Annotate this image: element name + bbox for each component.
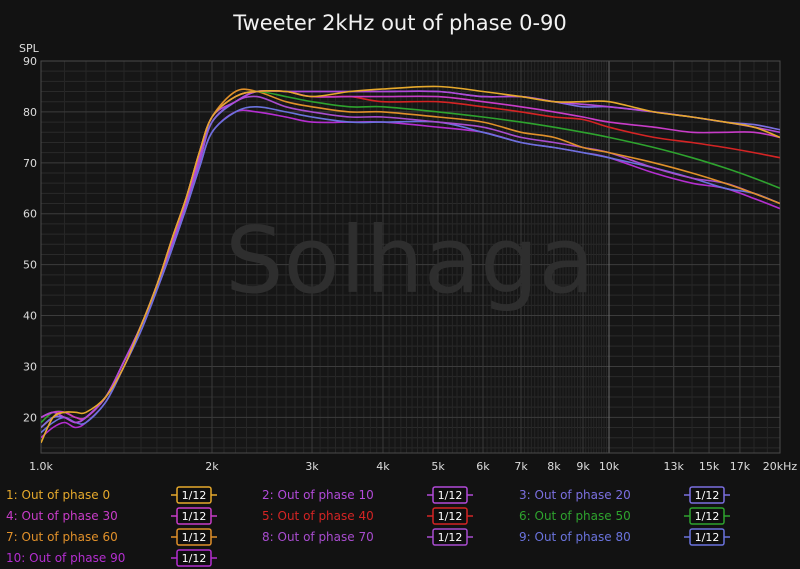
smoothing-label: 1/12 [182,489,207,502]
plot-background [41,61,780,453]
legend-item-9: 9: Out of phase 80 1/12 [519,528,730,546]
legend-label: 8: Out of phase 70 [262,530,374,544]
smoothing-label: 1/12 [695,510,720,523]
x-tick-label: 5k [431,460,445,473]
x-tick-label: 10k [599,460,620,473]
legend-label: 2: Out of phase 10 [262,488,374,502]
x-tick-label: 17k [730,460,751,473]
legend-label: 5: Out of phase 40 [262,509,374,523]
smoothing-label: 1/12 [438,531,463,544]
y-tick-label: 60 [23,208,37,221]
smoothing-label: 1/12 [695,531,720,544]
y-axis-label: SPL [19,42,40,55]
x-tick-label: 2k [205,460,219,473]
x-tick-label: 8k [547,460,561,473]
legend-item-7: 7: Out of phase 60 1/12 [6,528,217,546]
y-tick-label: 50 [23,259,37,272]
x-tick-label: 3k [305,460,319,473]
x-tick-label: 15k [699,460,720,473]
smoothing-label: 1/12 [438,510,463,523]
x-tick-label: 6k [476,460,490,473]
legend-item-5: 5: Out of phase 40 1/12 [262,507,473,525]
legend-label: 10: Out of phase 90 [6,551,125,565]
legend-item-8: 8: Out of phase 70 1/12 [262,528,473,546]
series-line-9 [41,106,780,434]
x-tick-label: 9k [576,460,590,473]
smoothing-label: 1/12 [695,489,720,502]
x-tick-label: 7k [514,460,528,473]
x-tick-label: 20kHz [763,460,798,473]
legend-item-1: 1: Out of phase 0 1/12 [6,486,217,504]
y-tick-label: 90 [23,55,37,68]
smoothing-label: 1/12 [182,531,207,544]
minor-horizontal-grid [41,70,780,449]
legend-label: 1: Out of phase 0 [6,488,110,502]
plot-area: Solhaga 20 30 40 50 60 70 80 90 1.0k 2k 3k 4k 5k 6k 7k 8… [23,55,797,473]
legend-label: 7: Out of phase 60 [6,530,118,544]
y-tick-label: 20 [23,411,37,424]
watermark-text: Solhaga [225,207,595,314]
smoothing-label: 1/12 [182,552,207,565]
legend-item-4: 4: Out of phase 30 1/12 [6,507,217,525]
legend-item-2: 2: Out of phase 10 1/12 [262,486,473,504]
legend-label: 3: Out of phase 20 [519,488,631,502]
y-tick-label: 40 [23,310,37,323]
legend: 1: Out of phase 0 1/12 2: Out of phase 10 1… [6,486,730,567]
x-tick-label: 1.0k [29,460,53,473]
legend-label: 4: Out of phase 30 [6,509,118,523]
y-tick-label: 70 [23,157,37,170]
legend-item-10: 10: Out of phase 90 1/12 [6,549,217,567]
series-line-1 [41,85,780,444]
legend-label: 6: Out of phase 50 [519,509,631,523]
y-tick-label: 30 [23,360,37,373]
legend-item-6: 6: Out of phase 50 1/12 [519,507,730,525]
smoothing-label: 1/12 [438,489,463,502]
series-lines [41,85,780,444]
plot-frame [40,60,781,454]
x-tick-label: 4k [376,460,390,473]
smoothing-label: 1/12 [182,510,207,523]
x-tick-label: 13k [664,460,685,473]
chart-title: Tweeter 2kHz out of phase 0-90 [232,11,567,35]
legend-item-3: 3: Out of phase 20 1/12 [519,486,730,504]
y-tick-label: 80 [23,106,37,119]
legend-label: 9: Out of phase 80 [519,530,631,544]
